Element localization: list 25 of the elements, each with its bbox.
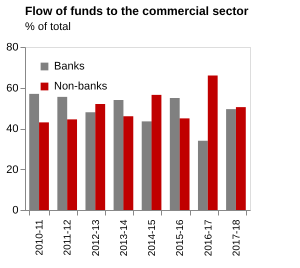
y-tick-label: 0 (12, 204, 18, 216)
bar (39, 122, 49, 210)
x-tick-label: 2015-16 (175, 219, 186, 256)
bar (95, 104, 106, 210)
bar (123, 116, 134, 210)
y-tick-label: 20 (6, 164, 18, 176)
chart-subtitle: % of total (25, 21, 71, 33)
legend-label: Non-banks (54, 80, 108, 92)
x-tick-label: 2014-15 (147, 219, 158, 256)
bar (208, 76, 218, 210)
bar (180, 118, 190, 210)
x-tick-label: 2016-17 (203, 219, 214, 256)
bar (236, 107, 246, 210)
y-tick-label: 80 (6, 42, 18, 54)
x-tick-label: 2017-18 (231, 219, 242, 256)
bar (152, 94, 162, 210)
x-tick-label: 2010-11 (34, 219, 46, 256)
bar (67, 119, 78, 210)
y-tick-label: 60 (6, 82, 18, 94)
x-tick-label: 2012-13 (90, 219, 102, 256)
x-tick-label: 2011-12 (62, 219, 74, 256)
legend-label: Banks (54, 60, 86, 72)
chart-title: Flow of funds to the commercial sector (25, 4, 249, 18)
x-tick-label: 2013-14 (118, 219, 130, 256)
y-tick-label: 40 (6, 123, 18, 135)
